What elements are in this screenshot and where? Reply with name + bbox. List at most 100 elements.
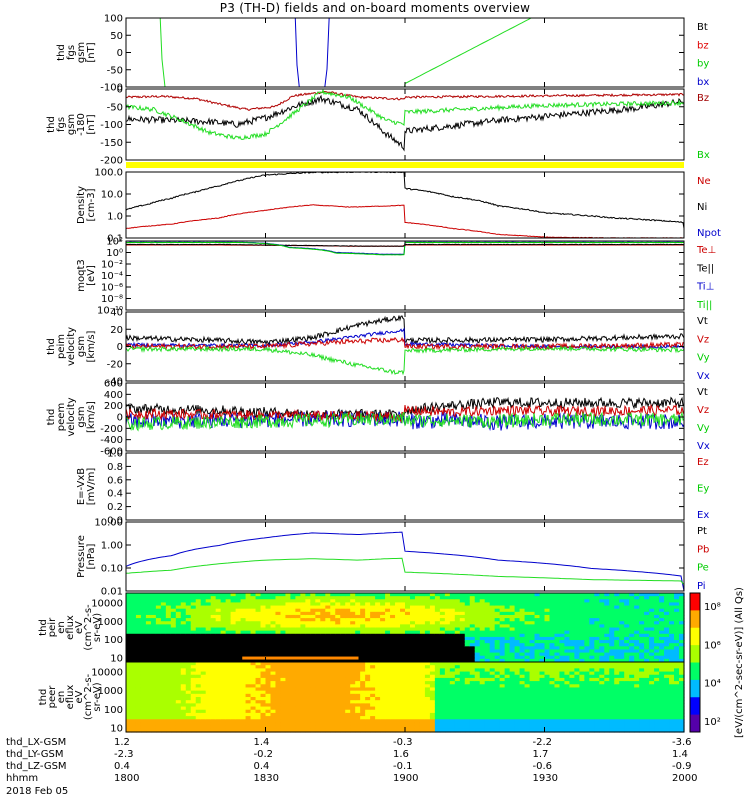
spectrogram-cell xyxy=(454,674,461,679)
spectrogram-cell xyxy=(509,725,516,730)
spectrogram-cell xyxy=(429,593,436,597)
spectrogram-cell xyxy=(135,652,142,657)
spectrogram-cell xyxy=(195,624,202,629)
spectrogram-cell xyxy=(549,697,556,701)
spectrogram-cell xyxy=(395,630,401,635)
spectrogram-cell xyxy=(574,722,580,727)
spectrogram-cell xyxy=(380,687,386,692)
spectrogram-cell xyxy=(459,706,466,711)
spectrogram-cell xyxy=(494,662,501,666)
spectrogram-cell xyxy=(150,636,157,641)
spectrogram-cell xyxy=(390,677,396,682)
spectrogram-cell xyxy=(634,599,640,604)
spectrogram-cell xyxy=(355,630,361,635)
spectrogram-cell xyxy=(549,655,556,660)
spectrogram-cell xyxy=(190,712,197,717)
spectrogram-cell xyxy=(140,725,147,730)
spectrogram-cell xyxy=(145,703,152,708)
spectrogram-cell xyxy=(400,681,406,685)
spectrogram-cell xyxy=(210,611,217,616)
spectrogram-cell xyxy=(564,649,571,654)
spectrogram-cell xyxy=(315,624,321,629)
spectrogram-cell xyxy=(484,719,491,724)
spectrogram-cell xyxy=(414,621,421,625)
spectrogram-cell xyxy=(155,658,162,663)
spectrogram-cell xyxy=(145,668,152,673)
spectrogram-cell xyxy=(280,608,287,613)
spectrogram-cell xyxy=(400,725,406,730)
spectrogram-cell xyxy=(155,602,162,607)
spectrogram-cell xyxy=(494,605,501,610)
spectrogram-cell xyxy=(439,624,446,629)
spectrogram-cell xyxy=(335,674,341,679)
spectrogram-cell xyxy=(489,621,496,625)
spectrogram-cell xyxy=(340,690,346,695)
spectrogram-cell xyxy=(155,703,162,708)
spectrogram-cell xyxy=(370,719,376,724)
spectrogram-cell xyxy=(305,621,311,625)
spectrogram-cell xyxy=(185,690,192,695)
spectrogram-cell xyxy=(255,658,262,663)
spectrogram-cell xyxy=(494,593,501,597)
spectrogram-cell xyxy=(409,602,416,607)
spectrogram-cell xyxy=(419,596,426,600)
spectrogram-cell xyxy=(345,646,351,651)
spectrogram-cell xyxy=(135,681,142,685)
spectrogram-cell xyxy=(126,655,132,660)
spectrogram-cell xyxy=(589,614,595,619)
spectrogram-cell xyxy=(175,697,182,701)
spectrogram-cell xyxy=(484,716,491,720)
spectrogram-cell xyxy=(245,681,252,685)
spectrogram-cell xyxy=(330,605,336,610)
spectrogram-cell xyxy=(360,618,366,622)
spectrogram-cell xyxy=(569,618,575,622)
spectrogram-cell xyxy=(160,728,167,733)
spectrogram-cell xyxy=(569,599,575,604)
spectrogram-cell xyxy=(295,596,301,600)
spectrogram-cell xyxy=(449,605,456,610)
spectrogram-cell xyxy=(454,716,461,720)
spectrogram-cell xyxy=(370,602,376,607)
spectrogram-cell xyxy=(280,684,287,689)
spectrogram-cell xyxy=(584,627,590,632)
spectrogram-cell xyxy=(634,624,640,629)
spectrogram-cell xyxy=(210,599,217,604)
spectrogram-cell xyxy=(454,703,461,708)
spectrogram-cell xyxy=(345,649,351,654)
spectrogram-cell xyxy=(165,618,172,622)
spectrogram-cell xyxy=(335,700,341,704)
spectrogram-cell xyxy=(624,636,630,641)
spectrogram-cell xyxy=(355,646,361,651)
spectrogram-cell xyxy=(594,618,600,622)
spectrogram-cell xyxy=(195,655,202,660)
spectrogram-cell xyxy=(449,703,456,708)
spectrogram-cell xyxy=(245,677,252,682)
spectrogram-cell xyxy=(514,700,521,704)
spectrogram-cell xyxy=(624,624,630,629)
spectrogram-cell xyxy=(270,636,277,641)
spectrogram-cell xyxy=(584,684,590,689)
spectrogram-cell xyxy=(514,665,521,669)
spectrogram-cell xyxy=(315,618,321,622)
spectrogram-cell xyxy=(180,649,187,654)
spectrogram-cell xyxy=(140,684,147,689)
spectrogram-cell xyxy=(564,599,571,604)
spectrogram-cell xyxy=(519,700,526,704)
spectrogram-cell xyxy=(245,618,252,622)
spectrogram-cell xyxy=(649,624,655,629)
spectrogram-cell xyxy=(494,728,501,733)
spectrogram-cell xyxy=(539,712,546,717)
spectrogram-cell xyxy=(340,614,346,619)
spectrogram-cell xyxy=(260,652,267,657)
spectrogram-cell xyxy=(469,602,476,607)
spectrogram-cell xyxy=(464,627,471,632)
spectrogram-cell xyxy=(185,649,192,654)
spectrogram-cell xyxy=(300,681,306,685)
spectrogram-cell xyxy=(414,709,421,714)
spectrogram-cell xyxy=(649,633,655,638)
spectrogram-cell xyxy=(225,630,232,635)
spectrogram-cell xyxy=(315,599,321,604)
spectrogram-cell xyxy=(529,608,536,613)
spectrogram-cell xyxy=(414,668,421,673)
spectrogram-cell xyxy=(280,621,287,625)
